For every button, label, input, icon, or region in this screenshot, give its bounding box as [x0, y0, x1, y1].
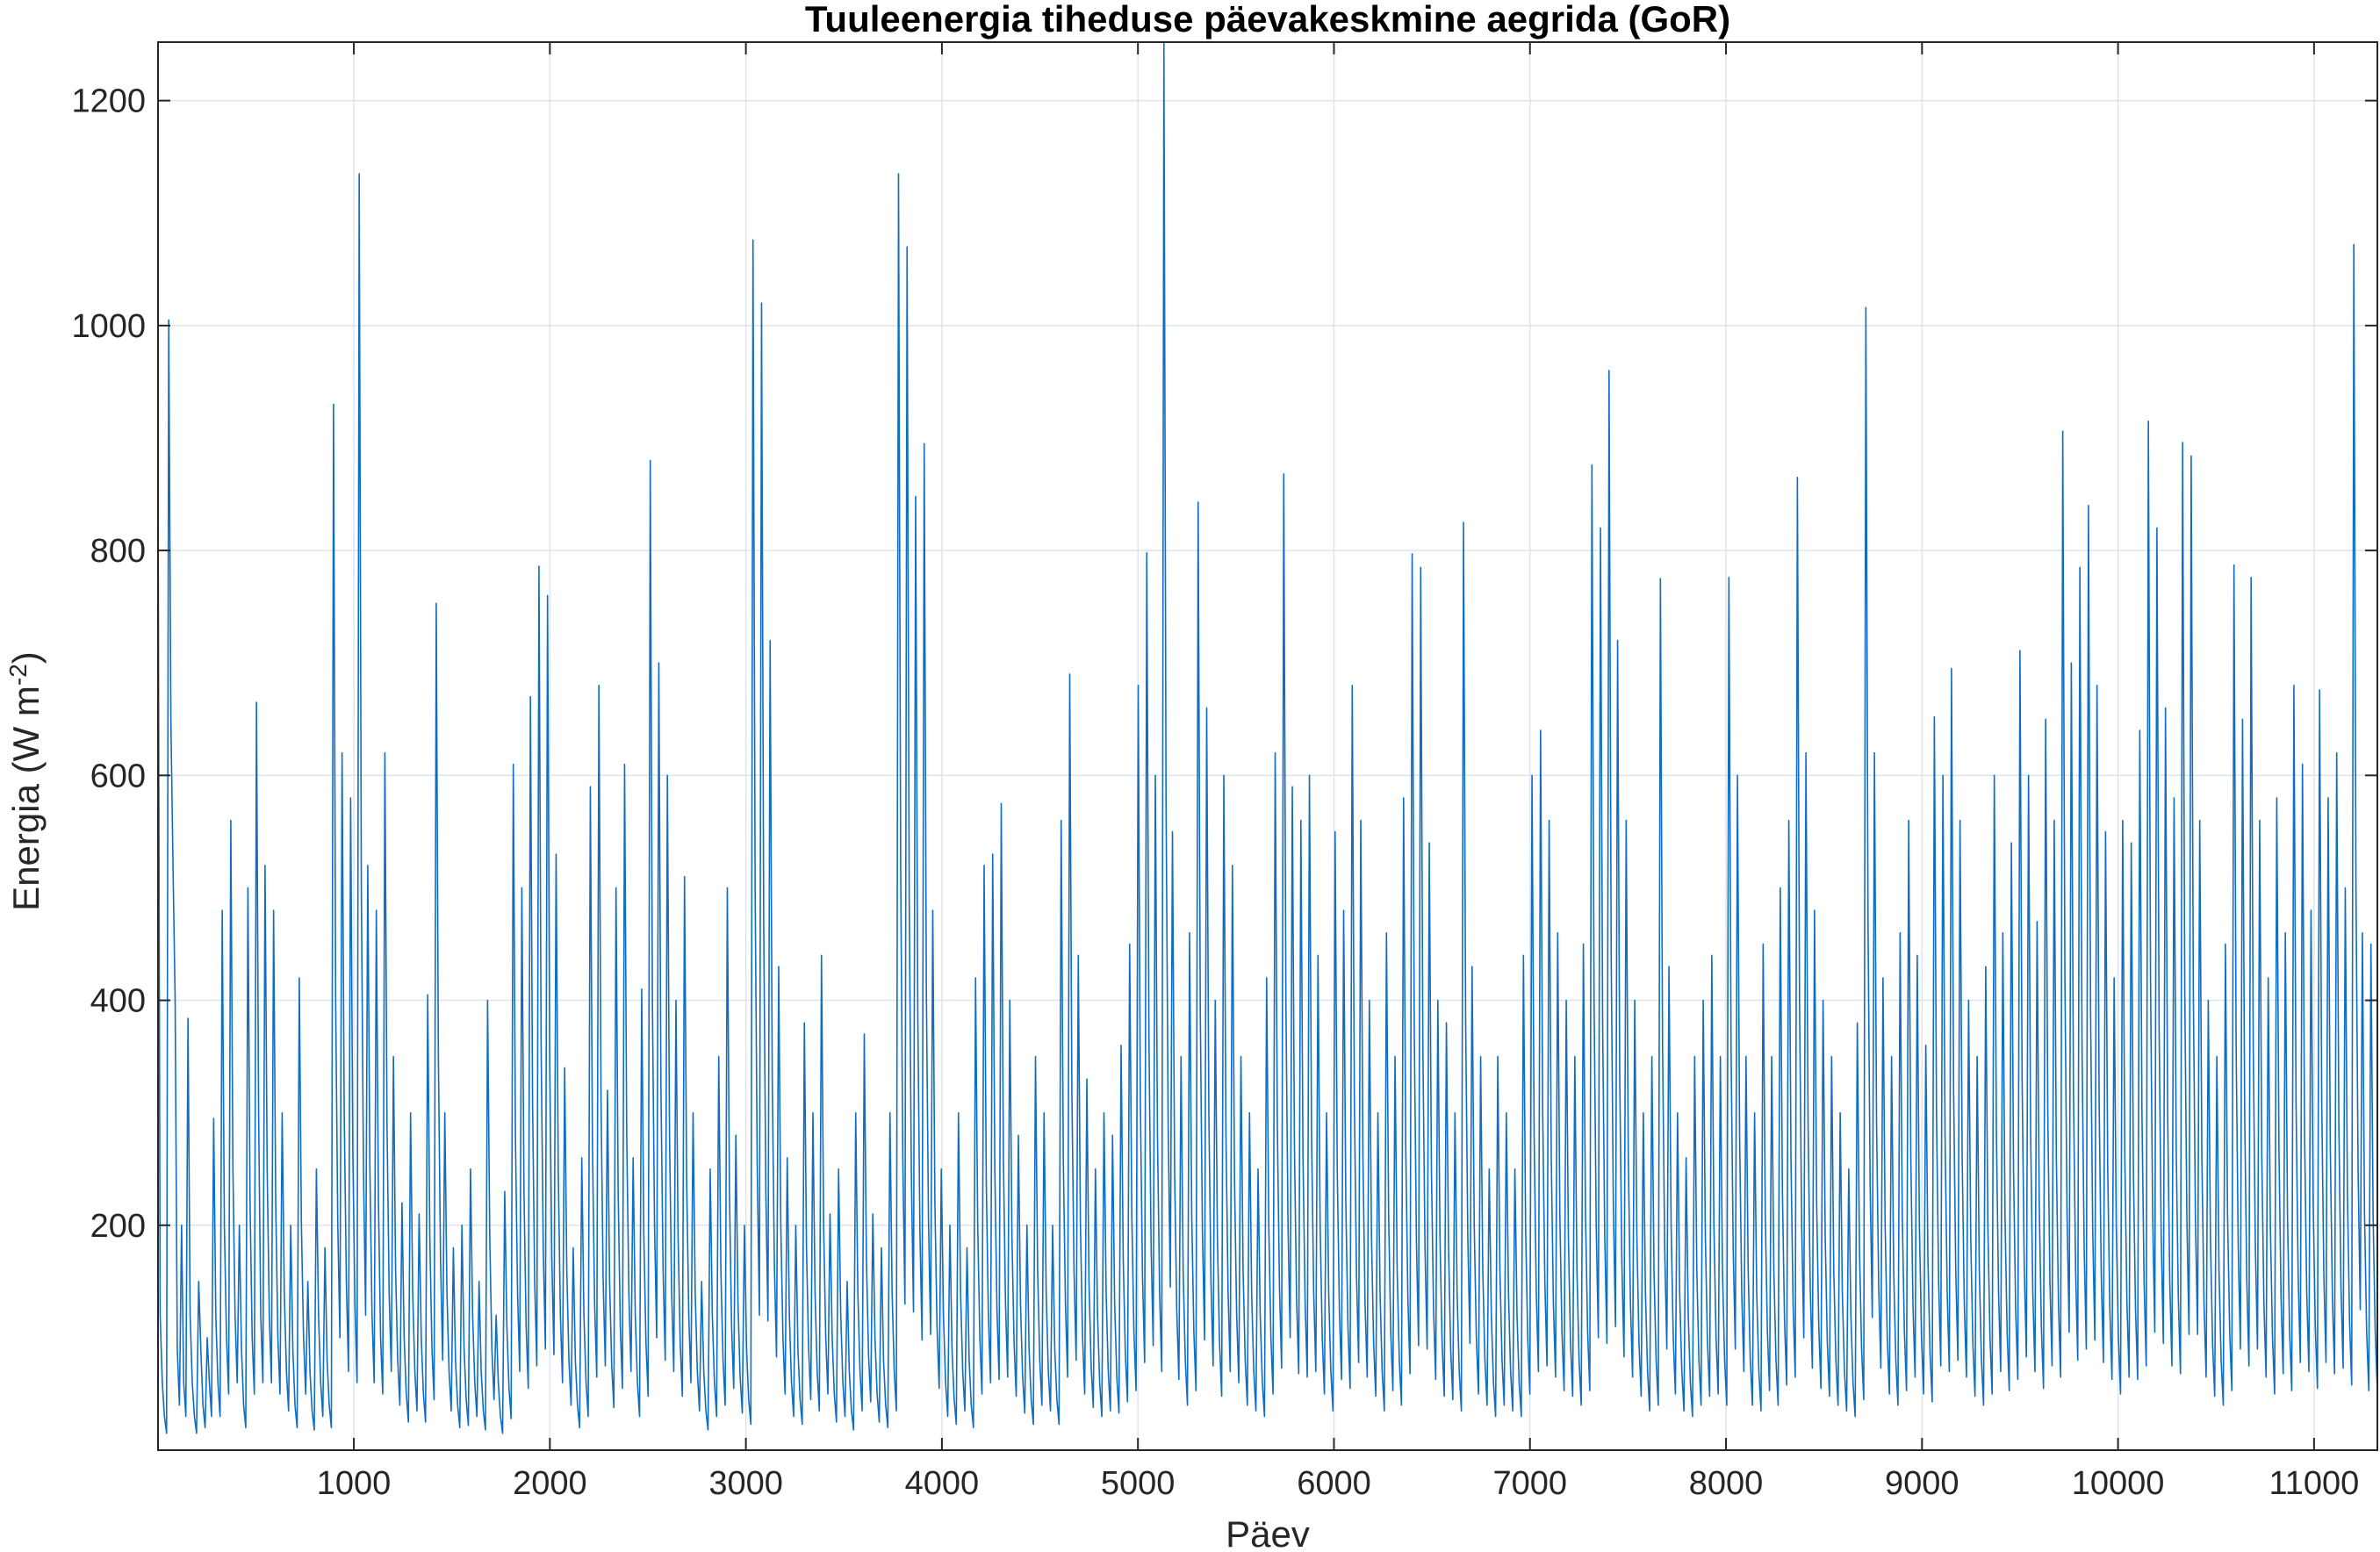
y-tick-label: 800 [90, 533, 146, 570]
x-tick-label: 11000 [2269, 1465, 2359, 1502]
x-tick-label: 1000 [317, 1465, 392, 1502]
x-tick-label: 7000 [1492, 1465, 1567, 1502]
y-axis-label: Energia (W m-2) [4, 651, 47, 911]
x-tick-label: 3000 [708, 1465, 783, 1502]
y-axis-label-suffix: ) [5, 651, 47, 664]
axis-ticks: 1000 2000 3000 4000 5000 6000 7000 8000 9000 1000… [71, 42, 2377, 1502]
x-tick-label: 6000 [1297, 1465, 1371, 1502]
y-axis-label-superscript: -2 [4, 664, 32, 686]
y-axis-label-main: Energia (W m [5, 686, 47, 911]
x-tick-label: 5000 [1101, 1465, 1176, 1502]
series-layer [158, 42, 2377, 1434]
x-tick-label: 4000 [905, 1465, 980, 1502]
plot-axes-box [157, 41, 2378, 1451]
x-tick-label: 9000 [1885, 1465, 1959, 1502]
y-tick-label: 1200 [71, 83, 146, 120]
plot-background [158, 42, 2377, 1450]
y-tick-label: 600 [90, 758, 146, 794]
y-tick-label: 1000 [71, 308, 146, 345]
x-tick-label: 10000 [2072, 1465, 2165, 1502]
series-line-energy [158, 42, 2377, 1434]
chart-title: Tuuleenergia tiheduse päevakeskmine aegr… [805, 0, 1730, 40]
x-tick-label: 8000 [1689, 1465, 1764, 1502]
y-tick-label: 400 [90, 983, 146, 1020]
x-tick-label: 2000 [513, 1465, 587, 1502]
x-axis-label: Päev [1226, 1513, 1310, 1552]
y-tick-label: 200 [90, 1208, 146, 1245]
